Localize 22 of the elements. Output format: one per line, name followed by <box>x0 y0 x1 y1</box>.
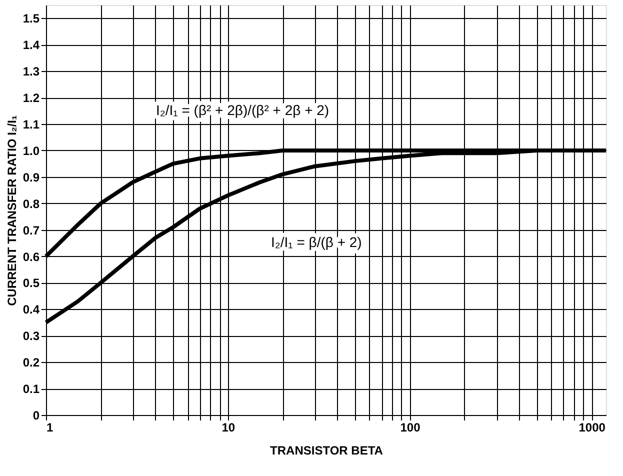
y-tick-label: 1.3 <box>22 64 40 79</box>
y-tick-label: 0.4 <box>22 302 40 317</box>
y-tick-label: 1.2 <box>22 91 40 106</box>
y-tick-label: 0.7 <box>22 223 40 238</box>
x-axis-title: TRANSISTOR BETA <box>270 444 384 458</box>
y-tick-label: 0.8 <box>22 196 40 211</box>
y-tick-label: 0.5 <box>22 276 40 290</box>
x-tick-label: 1 <box>46 420 54 434</box>
y-axis-title: CURRENT TRANSFER RATIO I₂/I₁ <box>4 115 19 306</box>
x-tick-label: 100 <box>400 420 421 434</box>
y-tick-label: 0.1 <box>22 382 40 396</box>
y-tick-label: 0.6 <box>22 250 40 264</box>
y-tick-label: 1.1 <box>22 118 40 132</box>
x-tick-label: 1000 <box>578 420 606 434</box>
y-tick-label: 1.4 <box>22 38 40 52</box>
y-tick-label: 0.9 <box>22 170 40 184</box>
y-tick-label: 1.0 <box>22 144 40 158</box>
y-tick-label: 0.2 <box>22 356 40 370</box>
x-tick-label: 10 <box>222 420 236 434</box>
y-tick-label: 1.5 <box>22 12 40 26</box>
y-tick-label: 0.3 <box>22 329 40 344</box>
y-tick-label: 0 <box>32 408 40 422</box>
